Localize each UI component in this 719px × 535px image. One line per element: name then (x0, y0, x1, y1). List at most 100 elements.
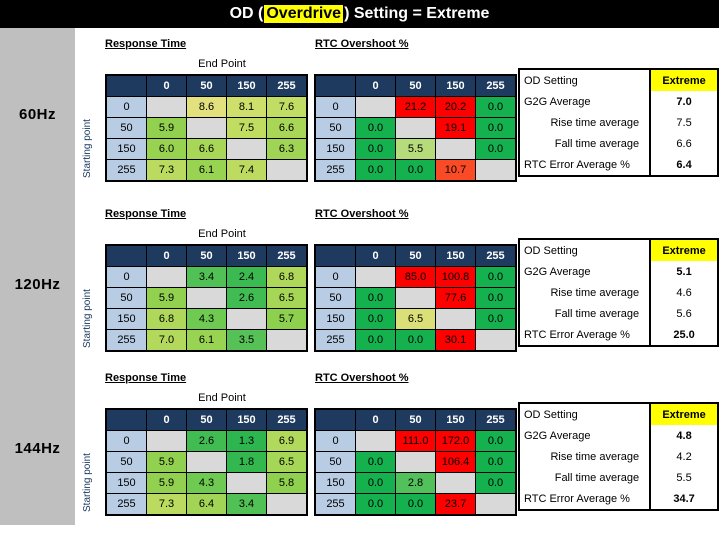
matrix-cell: 21.2 (395, 96, 436, 118)
column-header: 50 (395, 408, 436, 431)
column-header: 255 (475, 408, 517, 431)
matrix-cell: 0.0 (355, 451, 396, 473)
rtc-overshoot-table: 0 50 150 255 0 85.0 100.8 0.0 50 0.0 77.6 0.0 150 0.0… (314, 244, 517, 352)
frequency-label: 144Hz (14, 440, 61, 457)
table-row: 0 2.6 1.3 6.9 (105, 430, 308, 452)
matrix-cell: 106.4 (435, 451, 476, 473)
column-header: 50 (395, 74, 436, 97)
row-header: 255 (105, 493, 147, 516)
summary-value: Extreme (649, 403, 718, 425)
table-row: 50 5.9 1.8 6.5 (105, 451, 308, 473)
summary-value: 6.6 (649, 133, 718, 154)
table-row: 255 7.0 6.1 3.5 (105, 329, 308, 352)
response-time-table: 0 50 150 255 0 2.6 1.3 6.9 50 5.9 1.8 6.5 150 5.9 4.3 5… (105, 408, 308, 516)
summary-row: Fall time average 6.6 (519, 133, 718, 154)
column-header: 0 (355, 408, 396, 431)
table-row: 0 111.0 172.0 0.0 (314, 430, 517, 452)
column-header: 255 (266, 408, 308, 431)
matrix-cell: 3.4 (186, 266, 227, 288)
frequency-label: 60Hz (18, 106, 57, 123)
column-header: 255 (475, 74, 517, 97)
table-row: 0 8.6 8.1 7.6 (105, 96, 308, 118)
matrix-cell: 5.9 (146, 472, 187, 494)
corner-cell (314, 74, 356, 97)
column-header: 50 (186, 74, 227, 97)
response-time-title: Response Time (105, 208, 187, 220)
matrix-cell: 0.0 (475, 451, 517, 473)
row-header: 0 (105, 430, 147, 452)
row-header: 150 (105, 138, 147, 160)
summary-value: 6.4 (649, 154, 718, 176)
summary-table: OD Setting Extreme G2G Average 4.8 Rise time… (518, 402, 719, 511)
row-header: 255 (105, 329, 147, 352)
matrix-cell: 2.6 (186, 430, 227, 452)
starting-point-label: Starting point (82, 119, 93, 178)
title-suffix: ) Setting = Extreme (344, 5, 490, 22)
matrix-cell: 10.7 (435, 159, 476, 182)
matrix-cell (186, 451, 227, 473)
matrix-cell: 0.0 (355, 493, 396, 516)
summary-label: Fall time average (554, 137, 640, 150)
matrix-cell: 6.1 (186, 159, 227, 182)
row-header: 50 (314, 451, 356, 473)
summary-row: OD Setting Extreme (519, 239, 718, 261)
table-row: 255 0.0 0.0 23.7 (314, 493, 517, 516)
frequency-section: 144Hz Response Time RTC Overshoot % End Poi… (0, 372, 719, 524)
row-header: 150 (105, 472, 147, 494)
column-header: 50 (395, 244, 436, 267)
column-header: 0 (146, 74, 187, 97)
response-time-table: 0 50 150 255 0 3.4 2.4 6.8 50 5.9 2.6 6.5 150 6.8 4.3 5… (105, 244, 308, 352)
matrix-cell: 7.5 (226, 117, 267, 139)
row-header: 150 (105, 308, 147, 330)
corner-cell (105, 408, 147, 431)
summary-table: OD Setting Extreme G2G Average 5.1 Rise time… (518, 238, 719, 347)
rtc-overshoot-title: RTC Overshoot % (315, 372, 409, 384)
summary-value: 4.8 (649, 425, 718, 446)
row-header: 50 (105, 117, 147, 139)
summary-value: Extreme (649, 69, 718, 91)
summary-row: Fall time average 5.6 (519, 303, 718, 324)
matrix-cell (435, 308, 476, 330)
table-row: 150 0.0 5.5 0.0 (314, 138, 517, 160)
table-row: 150 0.0 6.5 0.0 (314, 308, 517, 330)
summary-row: RTC Error Average % 25.0 (519, 324, 718, 346)
matrix-cell: 7.0 (146, 329, 187, 352)
row-header: 255 (314, 493, 356, 516)
column-header: 255 (266, 244, 308, 267)
row-header: 50 (105, 287, 147, 309)
matrix-cell: 19.1 (435, 117, 476, 139)
row-header: 255 (314, 159, 356, 182)
matrix-cell (475, 493, 517, 516)
column-header: 150 (226, 74, 267, 97)
matrix-cell: 7.3 (146, 493, 187, 516)
matrix-cell (395, 451, 436, 473)
summary-row: OD Setting Extreme (519, 69, 718, 91)
table-row: 150 0.0 2.8 0.0 (314, 472, 517, 494)
summary-row: Rise time average 7.5 (519, 112, 718, 133)
matrix-cell: 6.4 (186, 493, 227, 516)
matrix-cell: 5.5 (395, 138, 436, 160)
summary-row: G2G Average 5.1 (519, 261, 718, 282)
matrix-cell: 1.3 (226, 430, 267, 452)
summary-row: OD Setting Extreme (519, 403, 718, 425)
matrix-cell: 23.7 (435, 493, 476, 516)
column-header: 0 (355, 244, 396, 267)
matrix-cell: 0.0 (475, 96, 517, 118)
summary-label: G2G Average (524, 265, 591, 278)
column-header: 150 (226, 244, 267, 267)
matrix-cell (226, 472, 267, 494)
matrix-cell (355, 266, 396, 288)
matrix-cell (146, 266, 187, 288)
matrix-cell (266, 159, 308, 182)
matrix-cell: 6.9 (266, 430, 308, 452)
end-point-label: End Point (198, 392, 246, 404)
summary-label: RTC Error Average % (524, 492, 630, 505)
matrix-cell (146, 430, 187, 452)
summary-label: OD Setting (524, 74, 578, 87)
response-time-title: Response Time (105, 372, 187, 384)
row-header: 0 (314, 430, 356, 452)
summary-value: Extreme (649, 239, 718, 261)
summary-value: 7.0 (649, 91, 718, 112)
summary-value: 5.1 (649, 261, 718, 282)
rtc-overshoot-title: RTC Overshoot % (315, 208, 409, 220)
